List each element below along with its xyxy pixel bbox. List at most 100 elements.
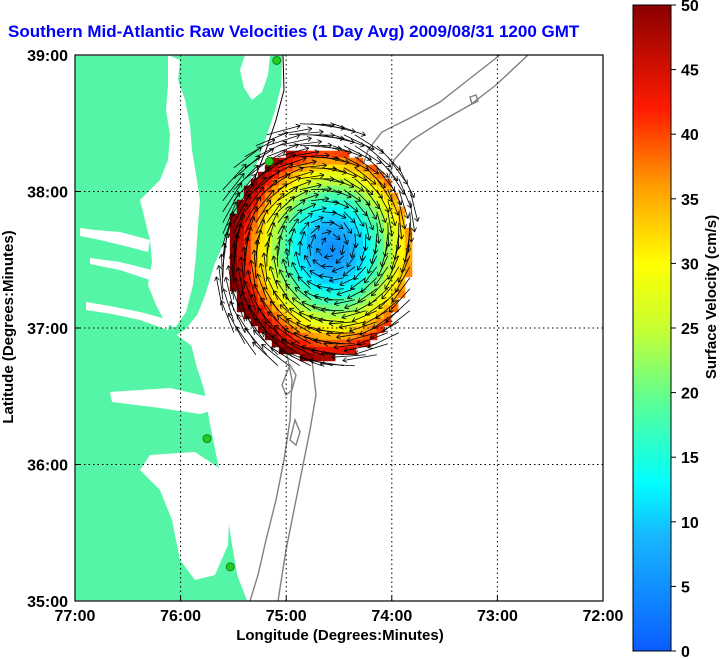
- velocity-arrow: [332, 211, 347, 219]
- velocity-arrow-head: [282, 258, 287, 263]
- velocity-cell: [355, 283, 364, 292]
- velocity-arrow: [350, 277, 367, 290]
- velocity-arrow-head: [317, 139, 322, 142]
- velocity-arrow: [316, 248, 323, 256]
- velocity-cell: [271, 255, 280, 264]
- velocity-arrow: [357, 255, 367, 271]
- velocity-arrow: [288, 218, 299, 234]
- velocity-cell: [243, 304, 252, 313]
- velocity-cell: [236, 227, 245, 236]
- velocity-cell: [341, 332, 350, 341]
- velocity-arrow-head: [320, 363, 325, 367]
- velocity-arrow: [354, 189, 371, 206]
- velocity-arrow-head: [338, 235, 341, 240]
- velocity-cell: [397, 283, 406, 292]
- velocity-arrow-head: [290, 163, 294, 169]
- velocity-arrow-head: [252, 342, 255, 347]
- velocity-arrow: [299, 194, 319, 202]
- velocity-cell: [362, 206, 371, 215]
- velocity-arrow-head: [309, 270, 313, 275]
- velocity-arrow: [353, 266, 367, 280]
- velocity-cell: [299, 262, 308, 271]
- velocity-cell: [264, 290, 273, 299]
- velocity-arrow-head: [281, 339, 285, 344]
- velocity-arrow-head: [263, 219, 266, 225]
- velocity-arrow-head: [343, 347, 348, 352]
- velocity-arrow-head: [404, 215, 409, 219]
- velocity-arrow-head: [345, 203, 349, 208]
- velocity-cell: [271, 304, 280, 313]
- velocity-arrow-head: [243, 246, 248, 252]
- velocity-arrow-head: [301, 344, 306, 347]
- velocity-arrow: [288, 199, 306, 213]
- velocity-cell: [313, 248, 322, 257]
- velocity-cell: [285, 192, 294, 201]
- velocity-cell: [264, 255, 273, 264]
- velocity-arrow: [387, 211, 393, 237]
- velocity-arrow-head: [289, 196, 295, 198]
- velocity-arrow-head: [346, 264, 352, 268]
- velocity-arrow-head: [255, 155, 261, 158]
- velocity-cell: [341, 206, 350, 215]
- velocity-cell: [271, 178, 280, 187]
- velocity-arrow-head: [293, 218, 299, 222]
- velocity-arrow-head: [398, 245, 402, 250]
- velocity-arrow-head: [273, 255, 277, 260]
- velocity-cell: [390, 213, 399, 222]
- velocity-cell: [362, 171, 371, 180]
- velocity-cell: [306, 213, 315, 222]
- velocity-arrow-head: [331, 354, 336, 358]
- velocity-arrow: [257, 307, 279, 333]
- velocity-arrow-head: [224, 232, 228, 237]
- velocity-arrow-head: [291, 153, 296, 155]
- velocity-cell: [355, 227, 364, 236]
- velocity-arrow-head: [261, 344, 264, 350]
- velocity-cell: [320, 318, 329, 327]
- velocity-arrow: [334, 299, 355, 305]
- velocity-cell: [313, 227, 322, 236]
- velocity-arrow-head: [328, 320, 333, 325]
- velocity-arrow: [409, 211, 412, 243]
- velocity-arrow-head: [341, 317, 347, 320]
- y-tick-label: 39:00: [27, 48, 68, 65]
- velocity-cell: [383, 255, 392, 264]
- velocity-arrow-head: [341, 251, 346, 256]
- velocity-arrow: [387, 156, 408, 185]
- velocity-arrow: [319, 275, 333, 279]
- velocity-cell: [243, 276, 252, 285]
- velocity-arrow-head: [296, 125, 301, 130]
- velocity-cell: [348, 318, 357, 327]
- velocity-cell: [299, 220, 308, 229]
- velocity-cell: [348, 185, 357, 194]
- velocity-arrow-head: [253, 216, 256, 222]
- velocity-arrow-head: [315, 194, 319, 199]
- velocity-arrow-head: [321, 206, 327, 209]
- velocity-arrow: [388, 288, 411, 313]
- velocity-cell: [369, 206, 378, 215]
- velocity-arrow: [312, 259, 323, 268]
- velocity-cell: [271, 241, 280, 250]
- velocity-cell: [285, 213, 294, 222]
- velocity-cell: [278, 164, 287, 173]
- velocity-cell: [320, 213, 329, 222]
- velocity-cell: [271, 311, 280, 320]
- velocity-arrow: [277, 167, 304, 180]
- velocity-cell: [285, 157, 294, 166]
- velocity-cell: [397, 290, 406, 299]
- velocity-cell: [362, 255, 371, 264]
- velocity-cell: [362, 290, 371, 299]
- velocity-arrow: [266, 193, 285, 212]
- velocity-cell: [236, 255, 245, 264]
- velocity-arrow-head: [258, 186, 264, 190]
- velocity-arrow-head: [214, 276, 217, 282]
- velocity-cell: [257, 234, 266, 243]
- velocity-arrow-head: [253, 164, 259, 167]
- velocity-arrow-head: [353, 274, 356, 280]
- velocity-arrow: [320, 363, 355, 367]
- velocity-cell: [292, 304, 301, 313]
- velocity-arrow: [332, 233, 341, 240]
- velocity-arrow-head: [306, 324, 311, 327]
- velocity-arrow-head: [266, 276, 272, 280]
- velocity-arrow: [220, 300, 235, 333]
- velocity-cell: [397, 213, 406, 222]
